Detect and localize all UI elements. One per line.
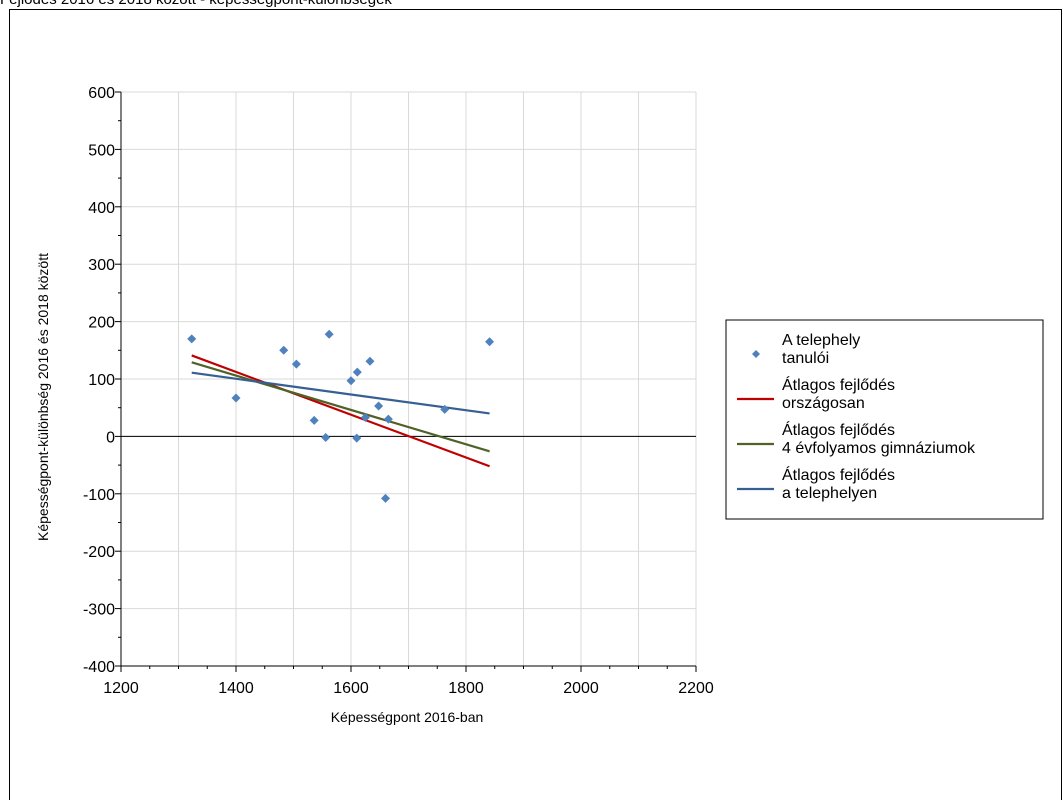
legend-label: Átlagos fejlődés [782, 465, 895, 484]
data-point [383, 414, 393, 424]
axes [115, 91, 697, 672]
x-tick-label: 1600 [333, 680, 369, 697]
data-point [279, 345, 289, 355]
y-tick-label: -100 [83, 487, 115, 504]
grid-lines [121, 91, 697, 666]
data-point [374, 401, 384, 411]
legend-label: 4 évfolyamos gimnáziumok [782, 440, 976, 457]
trend-line [191, 361, 490, 453]
data-point [291, 359, 301, 369]
y-tick-label: -300 [83, 602, 115, 619]
data-point [485, 337, 495, 347]
legend-label: A telephely [782, 332, 860, 349]
x-tick-label: 1800 [448, 680, 484, 697]
data-point [187, 334, 197, 344]
data-point [381, 493, 390, 503]
data-point [231, 393, 241, 403]
x-tick-label: 1200 [103, 680, 139, 697]
trend-line [191, 354, 490, 468]
data-point [365, 356, 375, 366]
chart-frame [9, 9, 1062, 800]
y-axis-label: Képességpont-különbség 2016 és 2018 közö… [35, 253, 51, 541]
data-point [346, 376, 356, 386]
x-axis-label: Képességpont 2016-ban [331, 709, 484, 725]
tick-labels: 1200 1400 1600 1800 2000 2200 600 500 400 300 200 1… [83, 85, 714, 697]
legend-label: Átlagos fejlődés [782, 375, 895, 394]
data-point [360, 412, 370, 422]
legend-box [725, 319, 1044, 520]
y-tick-label: -200 [83, 544, 115, 561]
data-point [321, 433, 331, 443]
y-tick-label: 100 [88, 372, 115, 389]
data-point [324, 329, 334, 339]
y-tick-label: 500 [88, 142, 115, 159]
page-title: Fejlődés 2016 és 2018 között - képességp… [0, 0, 392, 8]
y-tick-label: 0 [106, 429, 115, 446]
legend-label: Átlagos fejlődés [782, 420, 895, 439]
data-point [440, 404, 450, 414]
legend-label: tanulói [782, 350, 829, 367]
y-tick-label: 400 [88, 200, 115, 217]
data-point [352, 367, 362, 377]
data-point [309, 415, 319, 425]
legend-label: a telephelyen [782, 485, 877, 502]
data-points [187, 329, 495, 503]
x-tick-label: 2000 [563, 680, 599, 697]
x-tick-label: 2200 [678, 680, 714, 697]
trend-line [191, 371, 490, 415]
legend-marker [752, 350, 760, 358]
x-tick-label: 1400 [218, 680, 254, 697]
y-tick-label: 600 [88, 85, 115, 102]
y-tick-label: 300 [88, 257, 115, 274]
data-point [352, 433, 362, 443]
legend-label: országosan [782, 395, 865, 412]
y-tick-label: 200 [88, 315, 115, 332]
y-tick-label: -400 [83, 659, 115, 676]
trend-lines [191, 354, 490, 468]
